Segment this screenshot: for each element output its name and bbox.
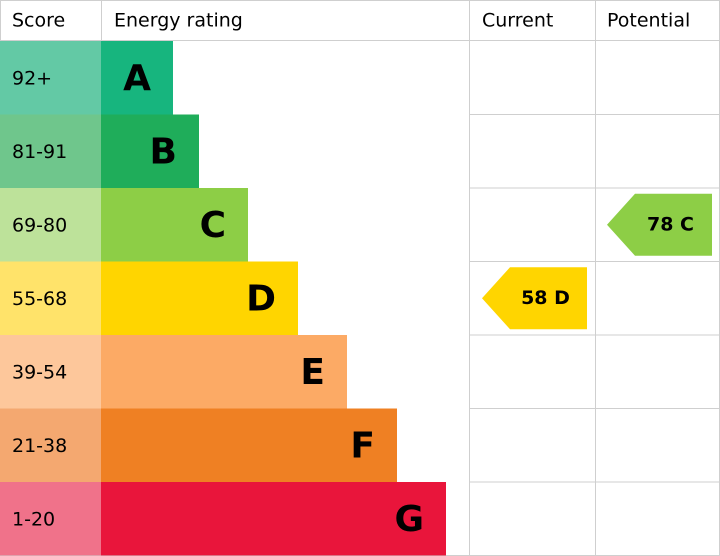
score-cell: [0, 408, 101, 482]
rating-arrow-label: 58 D: [521, 287, 570, 309]
header-potential: Potential: [607, 10, 690, 32]
score-label: 69-80: [12, 214, 67, 236]
header-current: Current: [482, 10, 553, 32]
score-cell: [0, 114, 101, 188]
score-cell: [0, 335, 101, 409]
rating-bar: [101, 482, 446, 556]
header-rating: Energy rating: [114, 10, 243, 32]
score-cell: [0, 41, 101, 115]
band-letter: D: [246, 278, 276, 319]
rating-arrow: [607, 193, 712, 256]
score-label: 39-54: [12, 361, 67, 383]
score-label: 55-68: [12, 288, 67, 310]
score-cell: [0, 261, 101, 335]
score-label: 21-38: [12, 435, 67, 457]
rating-arrow-label: 78 C: [647, 213, 694, 235]
score-cell: [0, 188, 101, 262]
score-cell: [0, 482, 101, 556]
rating-arrow: [482, 267, 587, 330]
rating-bar: [101, 114, 199, 188]
rating-bar: [101, 188, 248, 262]
band-letter: E: [300, 352, 325, 393]
rating-bar: [101, 408, 397, 482]
rating-bar: [101, 335, 347, 409]
band-letter: A: [123, 58, 151, 99]
rating-bar: [101, 261, 298, 335]
band-letter: C: [200, 205, 226, 246]
rating-bar: [101, 41, 173, 115]
score-label: 81-91: [12, 141, 67, 163]
header-score: Score: [12, 10, 65, 32]
band-letter: F: [350, 425, 375, 466]
band-letter: B: [150, 131, 177, 172]
score-label: 92+: [12, 67, 52, 89]
band-letter: G: [394, 499, 424, 540]
score-label: 1-20: [12, 508, 55, 530]
